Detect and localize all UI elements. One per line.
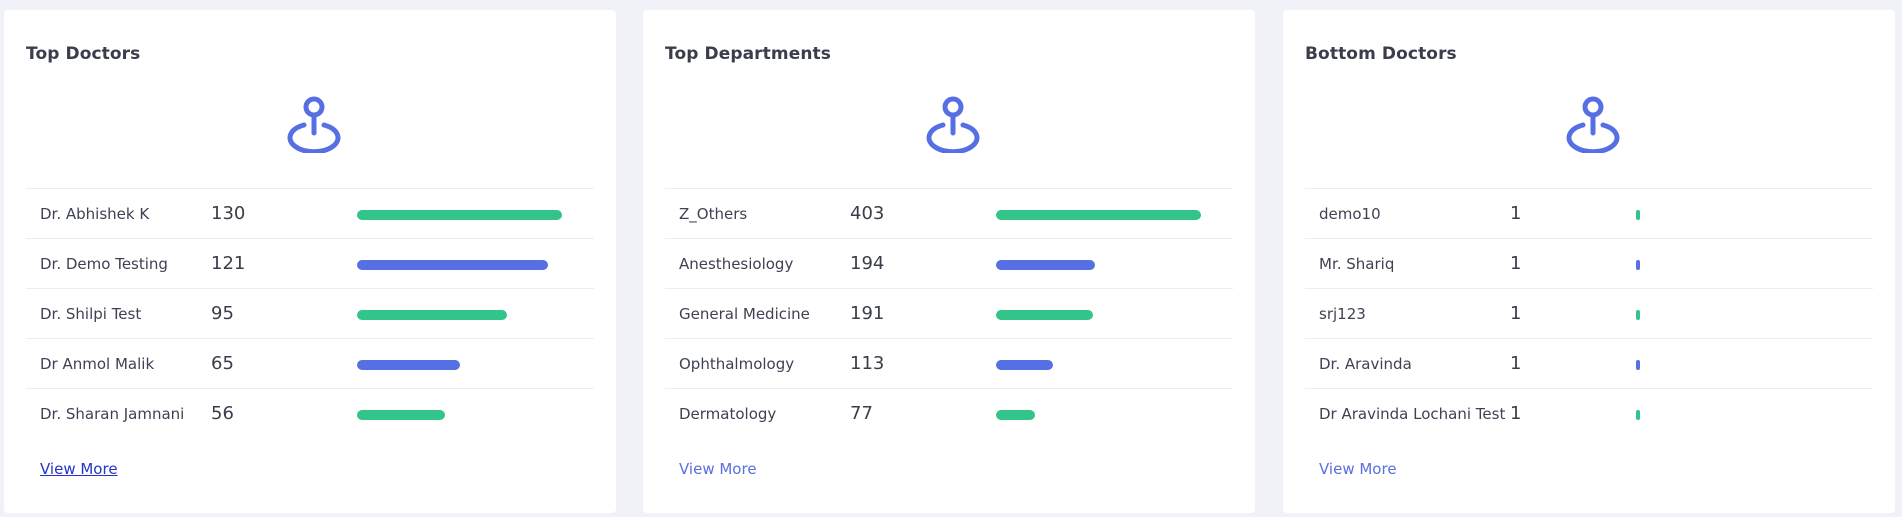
row-label: Dr Anmol Malik xyxy=(40,355,155,373)
list-item: Dr. Abhishek K 130 xyxy=(26,188,594,238)
card-bottom-doctors: Bottom Doctors demo10 1 Mr. Shariq 1 srj… xyxy=(1283,10,1895,513)
value-bar xyxy=(996,410,1035,420)
row-value: 1 xyxy=(1510,353,1522,374)
list-item: General Medicine 191 xyxy=(665,288,1233,338)
row-value: 403 xyxy=(850,203,885,224)
ranking-list: demo10 1 Mr. Shariq 1 srj123 1 Dr. Aravi… xyxy=(1305,188,1873,438)
ranking-list: Dr. Abhishek K 130 Dr. Demo Testing 121 … xyxy=(26,188,594,438)
card-top-doctors: Top Doctors Dr. Abhishek K 130 Dr. Demo … xyxy=(4,10,616,513)
location-pin-icon xyxy=(287,96,341,153)
row-label: demo10 xyxy=(1319,205,1381,223)
list-item: Dr Aravinda Lochani Test 1 xyxy=(1305,388,1873,438)
row-label: Ophthalmology xyxy=(679,355,795,373)
row-value: 56 xyxy=(211,403,234,424)
value-bar xyxy=(357,260,548,270)
value-bar xyxy=(1636,410,1640,420)
value-bar xyxy=(996,210,1201,220)
view-more-link[interactable]: View More xyxy=(1319,460,1397,478)
card-top-departments: Top Departments Z_Others 403 Anesthesiol… xyxy=(643,10,1255,513)
row-label: srj123 xyxy=(1319,305,1366,323)
value-bar xyxy=(1636,310,1640,320)
location-pin-icon xyxy=(926,96,980,153)
row-value: 95 xyxy=(211,303,234,324)
row-value: 1 xyxy=(1510,403,1522,424)
card-title: Top Departments xyxy=(665,44,831,64)
row-label: Mr. Shariq xyxy=(1319,255,1395,273)
row-value: 121 xyxy=(211,253,246,274)
value-bar xyxy=(1636,210,1640,220)
row-label: Dermatology xyxy=(679,405,777,423)
row-label: Dr Aravinda Lochani Test xyxy=(1319,405,1506,423)
list-item: Dr Anmol Malik 65 xyxy=(26,338,594,388)
row-value: 113 xyxy=(850,353,885,374)
row-value: 1 xyxy=(1510,303,1522,324)
list-item: Dr. Sharan Jamnani 56 xyxy=(26,388,594,438)
list-item: Dr. Shilpi Test 95 xyxy=(26,288,594,338)
value-bar xyxy=(996,310,1093,320)
value-bar xyxy=(996,360,1053,370)
row-label: Dr. Shilpi Test xyxy=(40,305,142,323)
list-item: Dr. Demo Testing 121 xyxy=(26,238,594,288)
view-more-link[interactable]: View More xyxy=(679,460,757,478)
value-bar xyxy=(996,260,1095,270)
list-item: demo10 1 xyxy=(1305,188,1873,238)
row-label: Dr. Demo Testing xyxy=(40,255,168,273)
ranking-list: Z_Others 403 Anesthesiology 194 General … xyxy=(665,188,1233,438)
row-label: Dr. Sharan Jamnani xyxy=(40,405,185,423)
row-value: 65 xyxy=(211,353,234,374)
location-pin-icon xyxy=(1566,96,1620,153)
value-bar xyxy=(1636,360,1640,370)
list-item: Ophthalmology 113 xyxy=(665,338,1233,388)
list-item: Dr. Aravinda 1 xyxy=(1305,338,1873,388)
row-value: 1 xyxy=(1510,253,1522,274)
card-title: Bottom Doctors xyxy=(1305,44,1457,64)
list-item: Anesthesiology 194 xyxy=(665,238,1233,288)
card-title: Top Doctors xyxy=(26,44,141,64)
value-bar xyxy=(357,410,445,420)
list-item: Mr. Shariq 1 xyxy=(1305,238,1873,288)
value-bar xyxy=(357,310,507,320)
row-label: Dr. Aravinda xyxy=(1319,355,1412,373)
row-value: 194 xyxy=(850,253,885,274)
list-item: srj123 1 xyxy=(1305,288,1873,338)
row-value: 130 xyxy=(211,203,246,224)
list-item: Z_Others 403 xyxy=(665,188,1233,238)
row-label: Dr. Abhishek K xyxy=(40,205,150,223)
value-bar xyxy=(357,210,562,220)
view-more-link[interactable]: View More xyxy=(40,460,118,478)
value-bar xyxy=(357,360,460,370)
row-value: 77 xyxy=(850,403,873,424)
row-value: 191 xyxy=(850,303,885,324)
value-bar xyxy=(1636,260,1640,270)
row-label: General Medicine xyxy=(679,305,810,323)
row-label: Anesthesiology xyxy=(679,255,794,273)
row-value: 1 xyxy=(1510,203,1522,224)
list-item: Dermatology 77 xyxy=(665,388,1233,438)
row-label: Z_Others xyxy=(679,205,748,223)
